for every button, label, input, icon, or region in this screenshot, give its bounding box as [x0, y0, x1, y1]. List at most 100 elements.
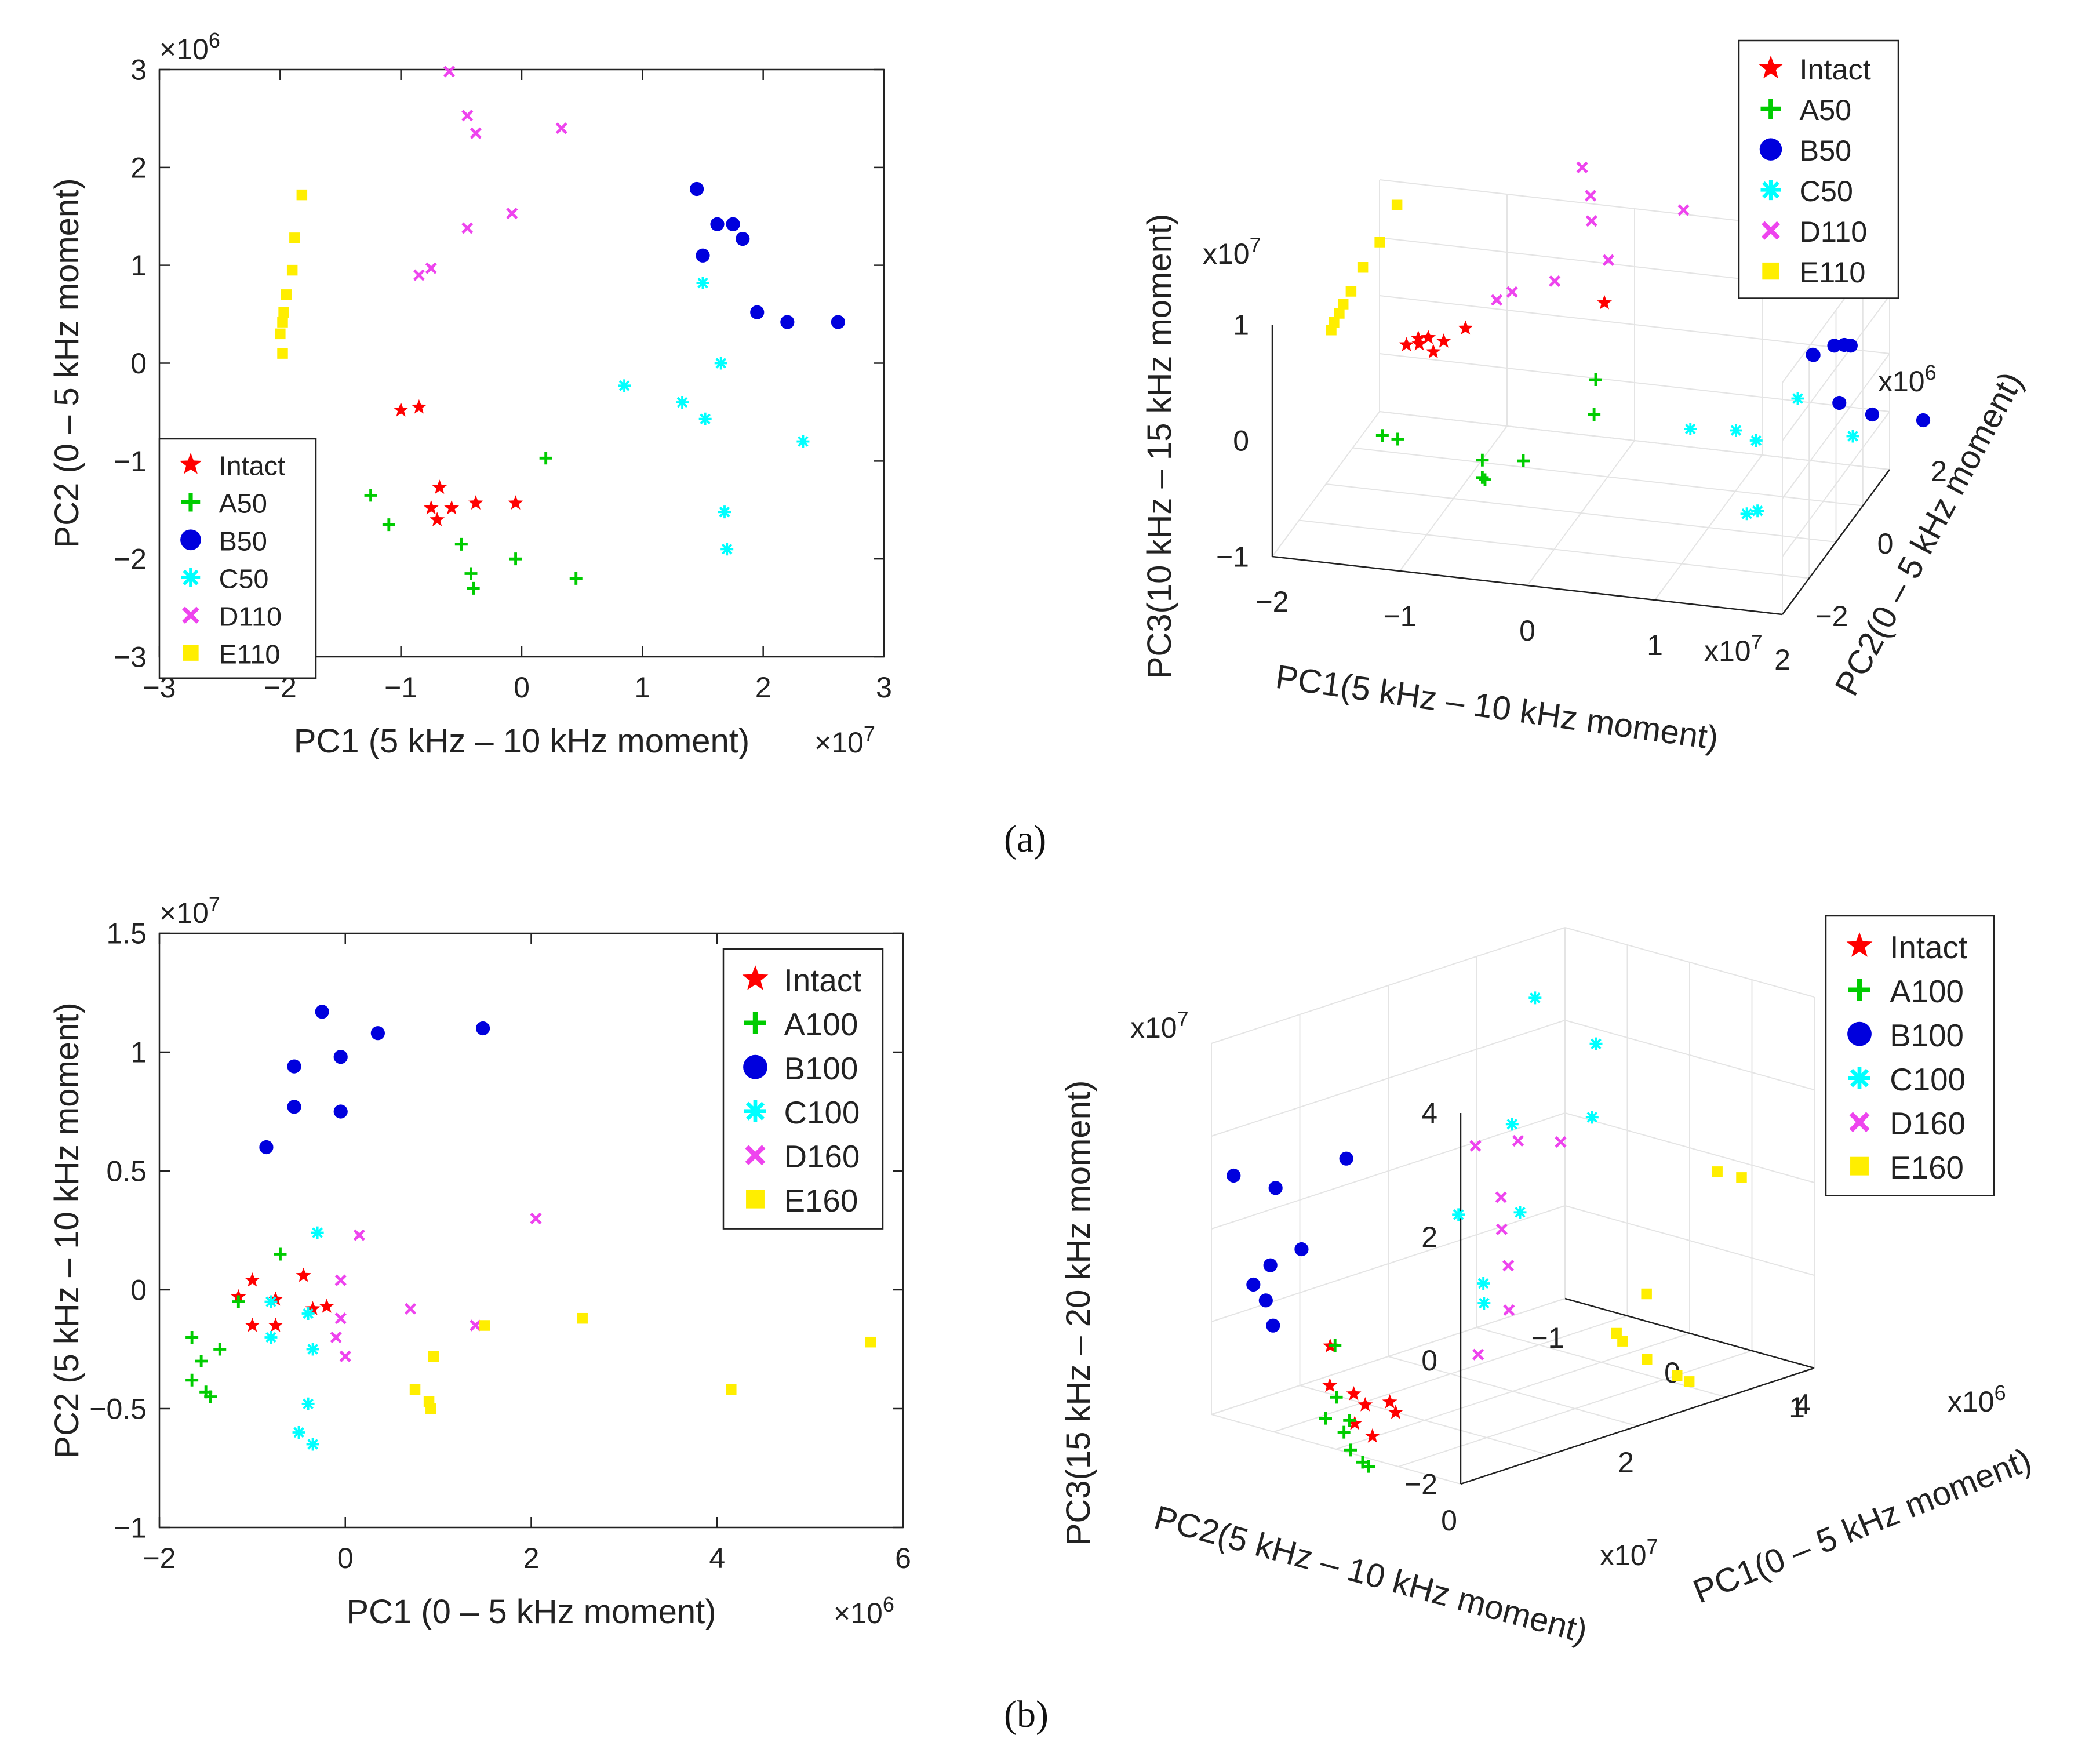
chart-b-2d-point-intact: [296, 1267, 311, 1282]
chart-a-2d-point-b50: [780, 315, 795, 329]
chart-b-2d-legend-marker-d160: [745, 1145, 766, 1166]
chart-b-3d-point-c100: [1585, 1111, 1599, 1124]
chart-a-3d-point-a50: [1476, 453, 1489, 467]
chart-b-2d-point-b100: [476, 1021, 490, 1036]
chart-a-3d-legend-marker-d110: [1761, 221, 1781, 240]
chart-a-2d-point-a50: [454, 537, 468, 551]
chart-b-3d-point-c100: [1477, 1297, 1491, 1310]
chart-b-3d-x-axis: [1460, 1367, 1815, 1485]
chart-a-3d-point-b50: [1832, 395, 1847, 410]
chart-b-3d-point-d160: [1495, 1223, 1508, 1235]
chart-b-2d-point-d160: [334, 1312, 347, 1325]
chart-b-2d-legend-marker-e160: [746, 1190, 765, 1209]
chart-b-3d-point-e160: [1641, 1288, 1652, 1300]
chart-a-3d-legend-marker-c50: [1760, 180, 1781, 201]
chart-b-2d-legend-label-d160: D160: [784, 1139, 860, 1174]
chart-b-3d-legend-marker-d160: [1849, 1112, 1870, 1133]
chart-b-3d-point-d160: [1469, 1140, 1482, 1152]
chart-a-2d-point-d110: [506, 208, 518, 220]
chart-a-3d-legend-marker-b50: [1759, 138, 1782, 161]
chart-a-2d-legend: [158, 438, 317, 679]
chart-b-2d-point-e160: [428, 1351, 439, 1362]
chart-b-2d-x-axis-title: PC1 (0 – 5 kHz moment): [346, 1593, 716, 1631]
chart-b-2d-point-a100: [185, 1331, 199, 1344]
chart-a-2d-point-b50: [689, 181, 704, 197]
chart-b-3d-xtick-label: 2: [1618, 1446, 1634, 1479]
chart-b-3d-point-e160: [1712, 1166, 1723, 1177]
chart-b-3d-point-e160: [1683, 1376, 1695, 1387]
chart-a-3d-legend-label-b50: B50: [1800, 134, 1852, 167]
chart-b-3d-point-a100: [1330, 1391, 1343, 1404]
chart-a-2d-point-b50: [736, 231, 750, 246]
chart-b-2d-point-e160: [479, 1320, 490, 1331]
chart-b-2d-ytick-label: 0: [130, 1274, 147, 1307]
chart-a-3d-point-c50: [1791, 392, 1804, 405]
chart-a-3d-point-d110: [1585, 215, 1597, 227]
chart-b-3d-point-intact: [1346, 1386, 1362, 1401]
chart-b-3d-point-a100: [1329, 1339, 1342, 1352]
chart-a-2d-ytick-label: −1: [114, 445, 147, 478]
chart-a-3d-x-axis-title: PC1(5 kHz – 10 kHz moment): [1273, 658, 1721, 758]
chart-a-2d-point-a50: [509, 552, 522, 566]
chart-a-3d-point-intact: [1411, 336, 1427, 351]
chart-a-2d-point-b50: [831, 315, 845, 329]
chart-a-2d-y-axis-title: PC2 (0 – 5 kHz moment): [48, 178, 86, 548]
chart-b-3d-point-intact: [1358, 1397, 1373, 1412]
chart-b-3d-point-c100: [1477, 1277, 1490, 1290]
chart-b-3d-point-d160: [1502, 1260, 1515, 1272]
chart-b-2d-legend-marker-c100: [744, 1100, 766, 1122]
chart-a-2d-xtick-label: 1: [634, 671, 650, 704]
chart-a-3d-point-e110: [1374, 237, 1385, 248]
chart-a-3d-point-b50: [1865, 407, 1880, 422]
chart-b-2d-point-d160: [404, 1303, 417, 1315]
chart-a-3d-x-exponent: x107: [1704, 630, 1763, 667]
chart-b-3d-point-d160: [1495, 1191, 1507, 1203]
chart-a-2d-legend-label-c50: C50: [219, 563, 269, 594]
chart-b-2d-point-b100: [333, 1104, 348, 1119]
chart-b-3d-point-d160: [1555, 1136, 1567, 1148]
chart-b-2d-legend-label-b100: B100: [784, 1050, 858, 1086]
chart-b-2d-point-b100: [370, 1026, 385, 1041]
chart-b-2d-xtick-label: 4: [709, 1542, 725, 1574]
chart-b-3d-point-b100: [1227, 1168, 1241, 1183]
chart-a-2d-xtick-label: 0: [514, 671, 530, 704]
chart-a-2d-point-d110: [470, 127, 482, 139]
chart-b-3d-ytick-label: −1: [1531, 1322, 1564, 1354]
chart-a-2d-point-intact: [430, 512, 445, 526]
chart-b-3d-point-d160: [1503, 1304, 1515, 1316]
chart-a-3d-point-d110: [1677, 204, 1690, 216]
chart-b-2d-y-axis-title: PC2 (5 kHz – 10 kHz moment): [48, 1002, 86, 1458]
chart-a-3d-y-exponent: x106: [1878, 361, 1937, 398]
chart-a-3d-legend-marker-a50: [1760, 99, 1781, 119]
chart-b-2d-xtick-label: 0: [337, 1542, 354, 1574]
chart-a-3d-point-c50: [1751, 504, 1764, 518]
chart-b-3d-grid-line: [1398, 1350, 1752, 1467]
chart-a-3d-point-a50: [1476, 471, 1489, 484]
chart-a-3d-ztick-label: 0: [1233, 425, 1249, 457]
chart-b-3d-legend-label-a100: A100: [1890, 973, 1964, 1009]
chart-a-3d-point-b50: [1843, 339, 1858, 353]
chart-a-2d-point-c50: [714, 357, 727, 370]
chart-a-2d-point-a50: [364, 489, 377, 502]
chart-b-2d-point-intact: [305, 1301, 321, 1315]
chart-a-2d-point-a50: [569, 572, 583, 585]
chart-a-2d-point-intact: [393, 402, 409, 417]
chart-a-2d-xtick-label: 2: [755, 671, 771, 704]
chart-a-3d-point-d110: [1549, 275, 1561, 288]
chart-b-2d-point-c100: [301, 1397, 315, 1410]
chart-a-3d-point-e110: [1357, 262, 1369, 273]
chart-b-2d-point-a100: [274, 1247, 287, 1261]
chart-b-3d-x-axis-title: PC1(0 – 5 kHz moment): [1688, 1441, 2036, 1610]
chart-b-2d-ytick-label: −1: [114, 1512, 147, 1544]
chart-a-2d-legend-label-b50: B50: [219, 526, 267, 556]
chart-a-2d-legend-label-d110: D110: [219, 601, 282, 631]
chart-b-2d-point-d160: [530, 1212, 542, 1225]
chart-b-3d-point-d160: [1512, 1134, 1524, 1147]
chart-a-2d-y-exponent: ×106: [159, 28, 220, 66]
chart-b-2d-xtick-label: −2: [143, 1542, 176, 1574]
chart-a-2d-legend-marker-a50: [181, 492, 201, 512]
chart-b-2d-point-c100: [306, 1343, 319, 1356]
chart-a-3d-legend-label-e110: E110: [1800, 256, 1866, 289]
chart-a-3d-xtick-label: −1: [1383, 600, 1416, 632]
chart-a-2d-point-d110: [461, 110, 474, 122]
